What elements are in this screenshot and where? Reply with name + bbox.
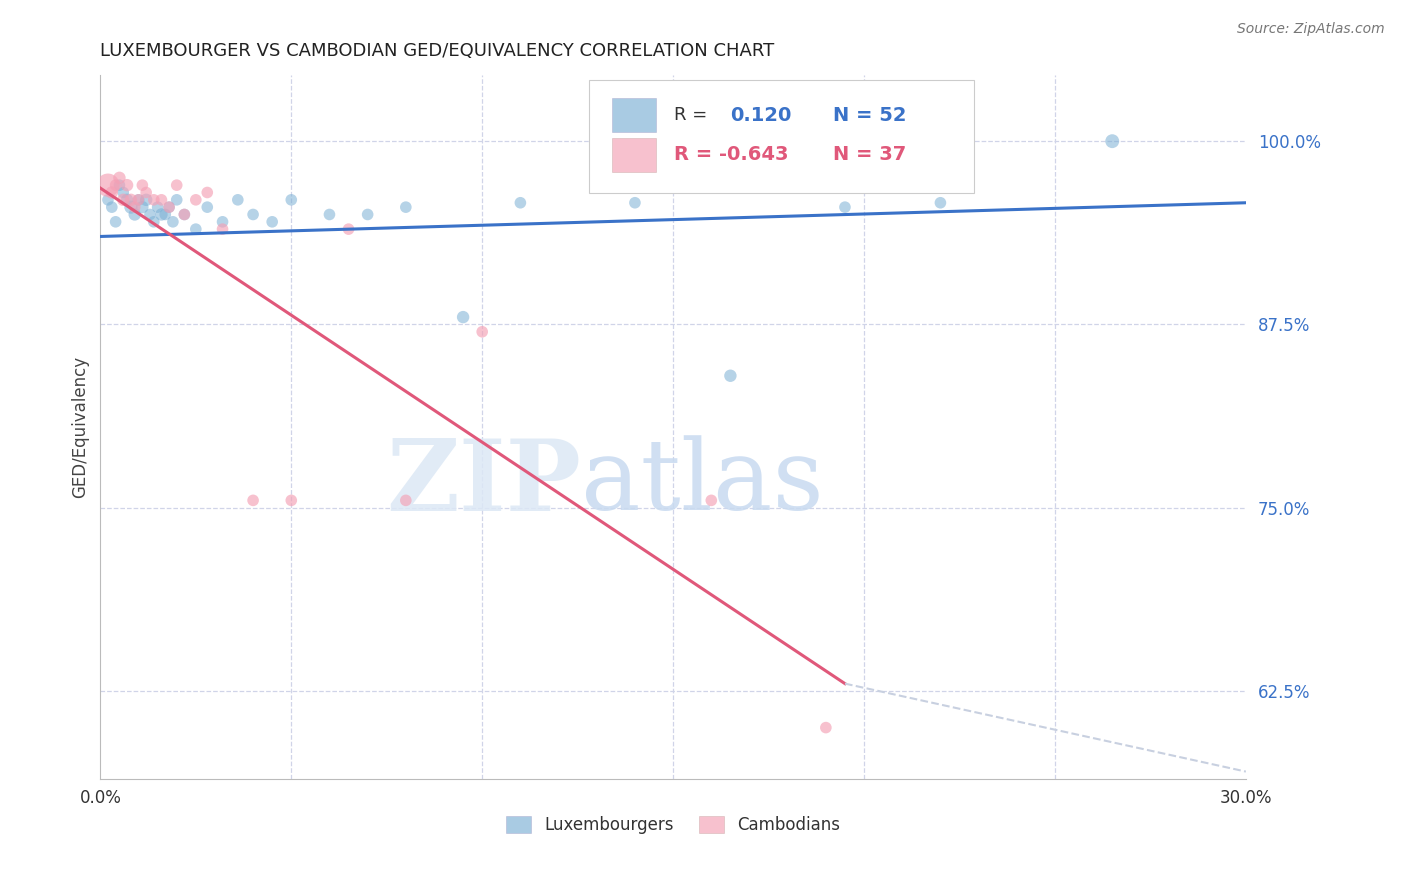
Point: [139, 207, 162, 221]
Point: [142, 193, 165, 207]
Point: [262, 215, 284, 229]
Point: [173, 207, 195, 221]
Point: [157, 200, 180, 214]
Point: [104, 215, 127, 229]
Point: [104, 178, 127, 193]
Point: [135, 193, 157, 207]
Point: [280, 493, 302, 508]
Legend: Luxembourgers, Cambodians: Luxembourgers, Cambodians: [506, 816, 841, 834]
Text: R = -0.643: R = -0.643: [675, 145, 789, 164]
Point: [115, 178, 138, 193]
Point: [112, 186, 135, 200]
Point: [1101, 134, 1123, 148]
Point: [395, 493, 418, 508]
Point: [700, 493, 723, 508]
Text: 0.120: 0.120: [730, 106, 792, 125]
Point: [814, 721, 837, 735]
Point: [150, 207, 173, 221]
Point: [395, 200, 418, 214]
Point: [718, 368, 741, 383]
Point: [471, 325, 494, 339]
Point: [929, 195, 952, 210]
Point: [226, 193, 249, 207]
Point: [337, 222, 360, 236]
Point: [97, 178, 120, 193]
Point: [451, 310, 474, 324]
Point: [157, 200, 180, 214]
Point: [184, 222, 207, 236]
Point: [142, 215, 165, 229]
Point: [834, 200, 856, 214]
Point: [112, 193, 135, 207]
Y-axis label: GED/Equivalency: GED/Equivalency: [72, 356, 89, 498]
Point: [101, 186, 124, 200]
Text: N = 37: N = 37: [834, 145, 907, 164]
Text: Source: ZipAtlas.com: Source: ZipAtlas.com: [1237, 22, 1385, 37]
Point: [108, 178, 131, 193]
Point: [166, 178, 188, 193]
Bar: [613, 98, 657, 132]
Point: [101, 200, 124, 214]
Point: [124, 200, 146, 214]
Bar: [613, 138, 657, 171]
Text: LUXEMBOURGER VS CAMBODIAN GED/EQUIVALENCY CORRELATION CHART: LUXEMBOURGER VS CAMBODIAN GED/EQUIVALENC…: [100, 42, 775, 60]
Point: [195, 186, 218, 200]
Point: [318, 207, 340, 221]
Point: [211, 215, 233, 229]
Point: [120, 200, 142, 214]
Point: [155, 207, 177, 221]
Point: [146, 200, 169, 214]
Point: [280, 193, 302, 207]
Point: [166, 193, 188, 207]
Point: [242, 493, 264, 508]
Point: [195, 200, 218, 214]
FancyBboxPatch shape: [589, 80, 974, 194]
Point: [120, 193, 142, 207]
Point: [356, 207, 378, 221]
Point: [131, 178, 153, 193]
Text: N = 52: N = 52: [834, 106, 907, 125]
Point: [242, 207, 264, 221]
Point: [150, 193, 173, 207]
Point: [135, 186, 157, 200]
Point: [211, 222, 233, 236]
Point: [115, 193, 138, 207]
Point: [128, 193, 150, 207]
Point: [162, 215, 184, 229]
Point: [108, 170, 131, 185]
Point: [131, 200, 153, 214]
Point: [124, 207, 146, 221]
Text: ZIP: ZIP: [387, 435, 582, 532]
Point: [128, 193, 150, 207]
Point: [184, 193, 207, 207]
Point: [173, 207, 195, 221]
Point: [509, 195, 531, 210]
Point: [624, 195, 647, 210]
Point: [97, 193, 120, 207]
Text: atlas: atlas: [582, 435, 824, 532]
Text: R =: R =: [675, 106, 713, 124]
